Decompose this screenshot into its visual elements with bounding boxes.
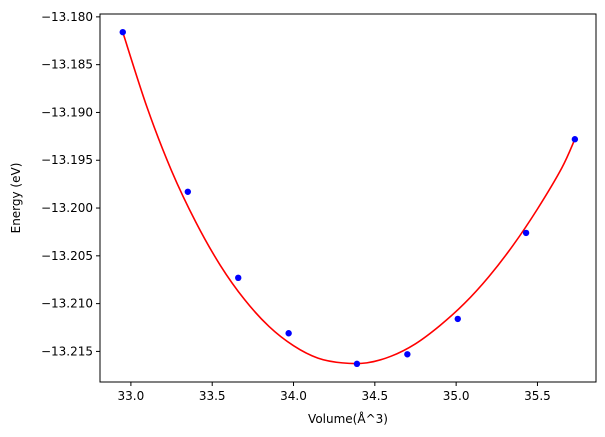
y-tick-label: −13.205 bbox=[41, 249, 93, 263]
data-point bbox=[571, 136, 579, 143]
plot-content bbox=[119, 28, 579, 368]
data-point bbox=[353, 360, 361, 368]
x-tick-label: 34.5 bbox=[361, 389, 388, 403]
x-tick-label: 35.5 bbox=[524, 389, 551, 403]
y-tick-label: −13.190 bbox=[41, 105, 93, 119]
data-point bbox=[404, 351, 411, 358]
y-tick-label: −13.195 bbox=[41, 153, 93, 167]
y-tick-label: −13.200 bbox=[41, 201, 93, 215]
data-point bbox=[454, 315, 461, 323]
data-point bbox=[184, 188, 192, 195]
x-tick-label: 35.0 bbox=[443, 389, 470, 403]
data-point bbox=[119, 28, 126, 36]
y-axis-ticks: −13.180 −13.185 −13.190 −13.195 −13.200 −13.2… bbox=[41, 10, 100, 358]
x-axis-ticks: 33.0 33.5 34.0 34.5 35.0 35.5 bbox=[118, 382, 551, 403]
data-points bbox=[119, 28, 579, 368]
x-axis-label: Volume(Å^3) bbox=[308, 411, 388, 426]
y-tick-label: −13.180 bbox=[41, 10, 93, 24]
data-point bbox=[235, 274, 242, 282]
y-tick-label: −13.210 bbox=[41, 297, 93, 311]
y-axis-label: Energy (eV) bbox=[9, 163, 23, 234]
data-point bbox=[522, 229, 530, 237]
y-tick-label: −13.185 bbox=[41, 58, 93, 72]
data-point bbox=[285, 330, 292, 337]
y-tick-label: −13.215 bbox=[41, 344, 93, 358]
x-tick-label: 33.5 bbox=[199, 389, 226, 403]
fit-curve-line bbox=[122, 31, 576, 365]
x-tick-label: 33.0 bbox=[118, 389, 145, 403]
plot-frame bbox=[99, 13, 597, 383]
x-tick-label: 34.0 bbox=[280, 389, 307, 403]
